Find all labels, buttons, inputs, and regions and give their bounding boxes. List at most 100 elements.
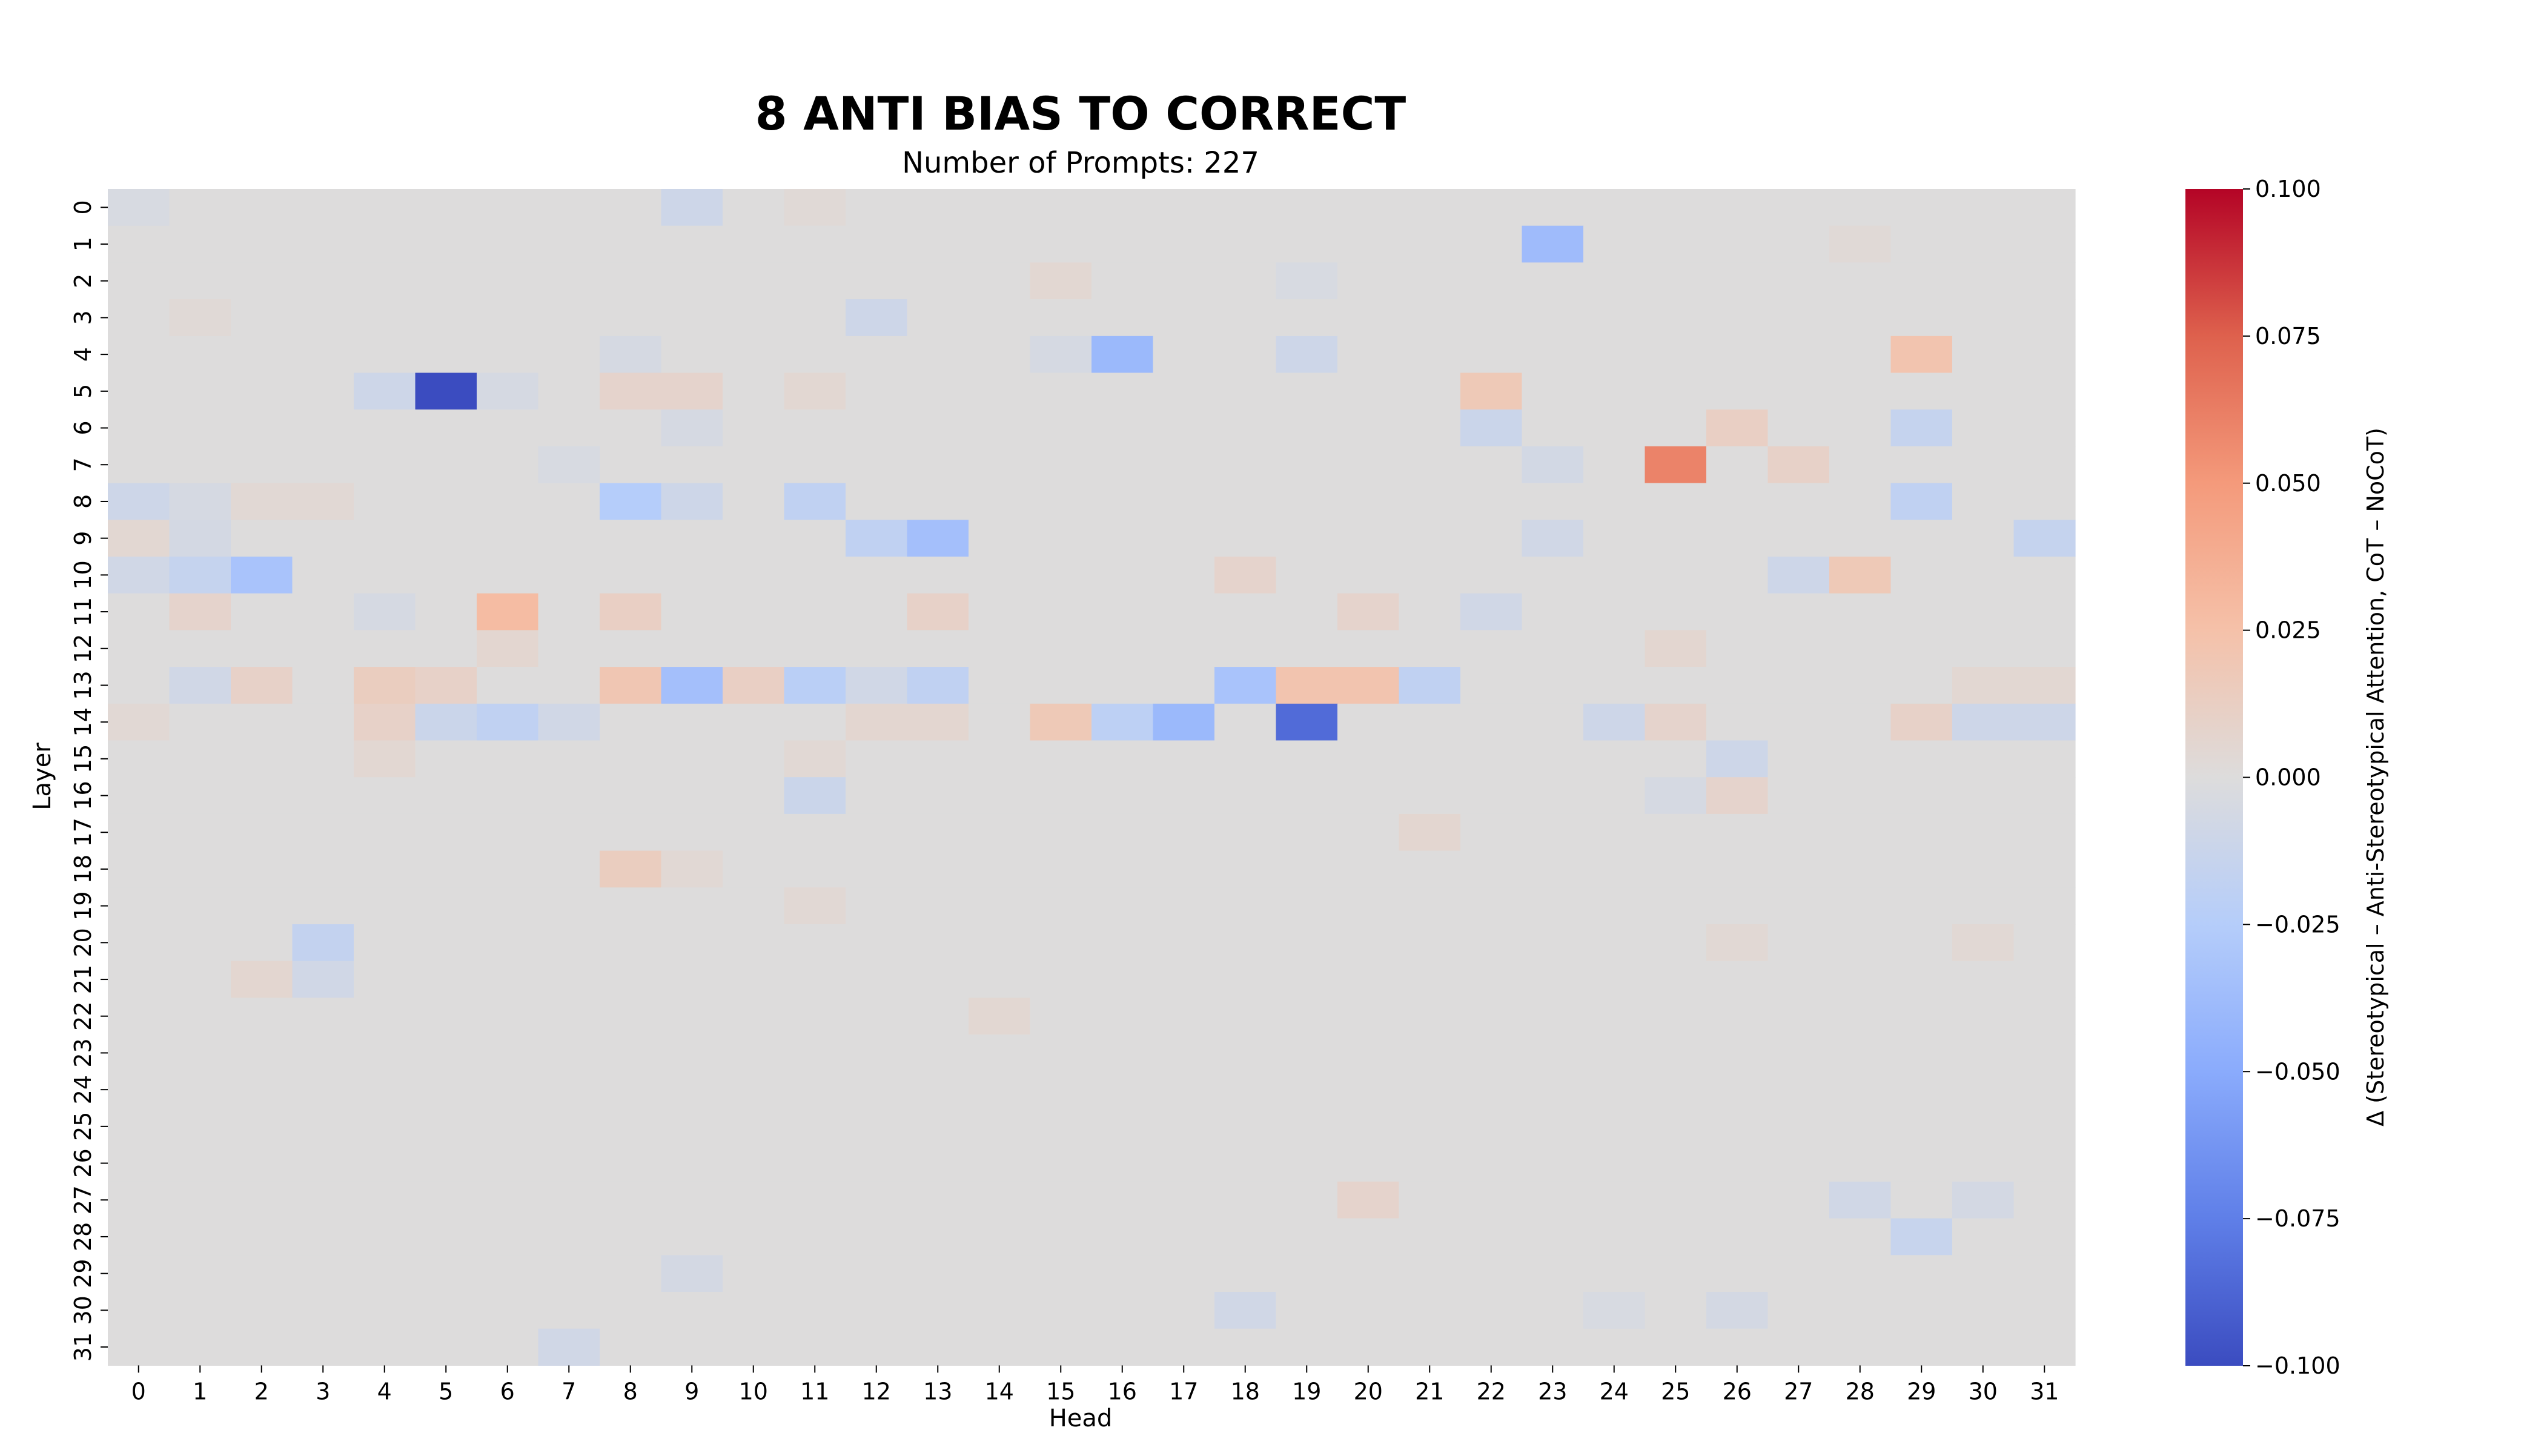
heatmap-cell: Layer 7, Head 5: 0: [415, 446, 477, 484]
heatmap-cell: Layer 26, Head 28: 0: [1829, 1145, 1892, 1182]
heatmap-cell: Layer 11, Head 24: 0: [1583, 593, 1646, 630]
heatmap-cell: Layer 20, Head 30: 0.004: [1952, 924, 2015, 962]
heatmap-cell: Layer 6, Head 27: 0: [1767, 409, 1830, 447]
heatmap-cell: Layer 15, Head 6: 0: [477, 740, 539, 778]
heatmap-cell: Layer 20, Head 3: -0.016: [292, 924, 354, 962]
x-tick-label: 4: [377, 1378, 392, 1405]
heatmap-cell: Layer 30, Head 17: 0: [1153, 1292, 1215, 1329]
heatmap-cell: Layer 10, Head 20: 0: [1337, 557, 1400, 594]
heatmap-cell: Layer 6, Head 10: 0: [723, 409, 785, 447]
heatmap-cell: Layer 8, Head 24: 0: [1583, 483, 1646, 520]
heatmap-cell: Layer 13, Head 6: 0: [477, 667, 539, 704]
y-tick-label: 25: [70, 1112, 96, 1141]
heatmap-cell: Layer 7, Head 19: 0: [1276, 446, 1338, 484]
heatmap-cell: Layer 12, Head 0: 0: [108, 630, 170, 667]
heatmap-cell: Layer 24, Head 27: 0: [1767, 1071, 1830, 1109]
heatmap-cell: Layer 10, Head 18: 0.008: [1214, 557, 1277, 594]
heatmap-cell: Layer 20, Head 26: 0.004: [1706, 924, 1769, 962]
heatmap-cell: Layer 16, Head 7: 0: [538, 777, 600, 815]
x-tick-label: 23: [1538, 1378, 1567, 1405]
heatmap-cell: Layer 30, Head 15: 0: [1030, 1292, 1092, 1329]
heatmap-cell: Layer 2, Head 26: 0: [1706, 262, 1769, 300]
heatmap-cell: Layer 30, Head 12: 0: [846, 1292, 908, 1329]
heatmap-cell: Layer 19, Head 31: 0: [2013, 887, 2076, 925]
heatmap-cell: Layer 31, Head 20: 0: [1337, 1328, 1400, 1366]
heatmap-cell: Layer 4, Head 8: -0.005: [600, 336, 662, 374]
heatmap-cell: Layer 26, Head 12: 0: [846, 1145, 908, 1182]
heatmap-cell: Layer 7, Head 20: 0: [1337, 446, 1400, 484]
heatmap-cell: Layer 23, Head 2: 0: [231, 1034, 293, 1072]
heatmap-cell: Layer 7, Head 24: 0: [1583, 446, 1646, 484]
heatmap-cell: Layer 11, Head 15: 0: [1030, 593, 1092, 630]
heatmap-cell: Layer 8, Head 27: 0: [1767, 483, 1830, 520]
heatmap-cell: Layer 26, Head 30: 0: [1952, 1145, 2015, 1182]
colorbar-tick-label: −0.025: [2255, 911, 2340, 938]
heatmap-cell: Layer 13, Head 4: 0.014: [354, 667, 416, 704]
heatmap-cell: Layer 29, Head 6: 0: [477, 1255, 539, 1292]
heatmap-cell: Layer 10, Head 25: 0: [1645, 557, 1707, 594]
heatmap-cell: Layer 1, Head 10: 0: [723, 225, 785, 263]
heatmap-cell: Layer 2, Head 29: 0: [1890, 262, 1953, 300]
heatmap-cell: Layer 7, Head 30: 0: [1952, 446, 2015, 484]
heatmap-cell: Layer 18, Head 24: 0: [1583, 850, 1646, 888]
heatmap-cell: Layer 3, Head 5: 0: [415, 299, 477, 337]
heatmap-cell: Layer 14, Head 6: -0.018: [477, 703, 539, 741]
heatmap-cell: Layer 19, Head 4: 0: [354, 887, 416, 925]
heatmap-cell: Layer 1, Head 5: 0: [415, 225, 477, 263]
heatmap-cell: Layer 25, Head 18: 0: [1214, 1108, 1277, 1145]
heatmap-cell: Layer 8, Head 26: 0: [1706, 483, 1769, 520]
heatmap-cell: Layer 18, Head 30: 0: [1952, 850, 2015, 888]
heatmap-cell: Layer 16, Head 20: 0: [1337, 777, 1400, 815]
heatmap-cell: Layer 25, Head 31: 0: [2013, 1108, 2076, 1145]
heatmap-cell: Layer 19, Head 22: 0: [1460, 887, 1523, 925]
heatmap-cell: Layer 19, Head 8: 0: [600, 887, 662, 925]
heatmap-cell: Layer 0, Head 20: 0: [1337, 189, 1400, 227]
heatmap-cell: Layer 17, Head 12: 0: [846, 813, 908, 852]
heatmap-cell: Layer 26, Head 11: 0: [784, 1145, 846, 1182]
heatmap-cell: Layer 27, Head 15: 0: [1030, 1181, 1092, 1219]
heatmap-cell: Layer 10, Head 29: 0: [1890, 557, 1953, 594]
heatmap-cell: Layer 13, Head 25: 0: [1645, 667, 1707, 704]
heatmap-cell: Layer 6, Head 18: 0: [1214, 409, 1277, 447]
heatmap-cell: Layer 13, Head 29: 0: [1890, 667, 1953, 704]
heatmap-cell: Layer 7, Head 26: 0: [1706, 446, 1769, 484]
heatmap-cell: Layer 5, Head 6: -0.005: [477, 372, 539, 410]
heatmap-cell: Layer 13, Head 14: 0: [969, 667, 1031, 704]
heatmap-cell: Layer 1, Head 1: 0: [169, 225, 231, 263]
heatmap-cell: Layer 21, Head 7: 0: [538, 961, 600, 998]
heatmap-cell: Layer 23, Head 1: 0: [169, 1034, 231, 1072]
heatmap-cell: Layer 25, Head 23: 0: [1522, 1108, 1584, 1145]
y-tick-label: 9: [70, 531, 96, 546]
heatmap-cell: Layer 22, Head 3: 0: [292, 998, 354, 1035]
heatmap-cell: Layer 26, Head 23: 0: [1522, 1145, 1584, 1182]
heatmap-cell: Layer 24, Head 22: 0: [1460, 1071, 1523, 1109]
heatmap-cell: Layer 22, Head 22: 0: [1460, 998, 1523, 1035]
y-axis: 0123456789101112131415161718192021222324…: [70, 200, 108, 1362]
heatmap-cell: Layer 11, Head 22: -0.008: [1460, 593, 1523, 630]
heatmap-cell: Layer 30, Head 8: 0: [600, 1292, 662, 1329]
heatmap-cell: Layer 7, Head 9: 0: [661, 446, 723, 484]
heatmap-cell: Layer 12, Head 29: 0: [1890, 630, 1953, 667]
y-tick-label: 23: [70, 1038, 96, 1067]
heatmap-cell: Layer 26, Head 21: 0: [1399, 1145, 1461, 1182]
heatmap-cell: Layer 17, Head 17: 0: [1153, 813, 1215, 852]
heatmap-cell: Layer 18, Head 5: 0: [415, 850, 477, 888]
heatmap-cell: Layer 15, Head 16: 0: [1091, 740, 1154, 778]
heatmap-cell: Layer 23, Head 20: 0: [1337, 1034, 1400, 1072]
heatmap-cell: Layer 22, Head 20: 0: [1337, 998, 1400, 1035]
heatmap-cell: Layer 4, Head 13: 0: [907, 336, 969, 374]
heatmap-cell: Layer 28, Head 21: 0: [1399, 1218, 1461, 1256]
heatmap-cell: Layer 21, Head 0: 0: [108, 961, 170, 998]
heatmap-cell: Layer 23, Head 6: 0: [477, 1034, 539, 1072]
y-tick-label: 19: [70, 891, 96, 920]
heatmap-cell: Layer 30, Head 16: 0: [1091, 1292, 1154, 1329]
heatmap-cell: Layer 6, Head 17: 0: [1153, 409, 1215, 447]
y-tick-label: 26: [70, 1148, 96, 1177]
heatmap-cell: Layer 30, Head 6: 0: [477, 1292, 539, 1329]
heatmap-cell: Layer 15, Head 20: 0: [1337, 740, 1400, 778]
heatmap-cell: Layer 9, Head 26: 0: [1706, 520, 1769, 557]
heatmap-cell: Layer 31, Head 12: 0: [846, 1328, 908, 1366]
heatmap-cell: Layer 11, Head 26: 0: [1706, 593, 1769, 630]
heatmap-cell: Layer 10, Head 16: 0: [1091, 557, 1154, 594]
heatmap-cell: Layer 12, Head 8: 0: [600, 630, 662, 667]
